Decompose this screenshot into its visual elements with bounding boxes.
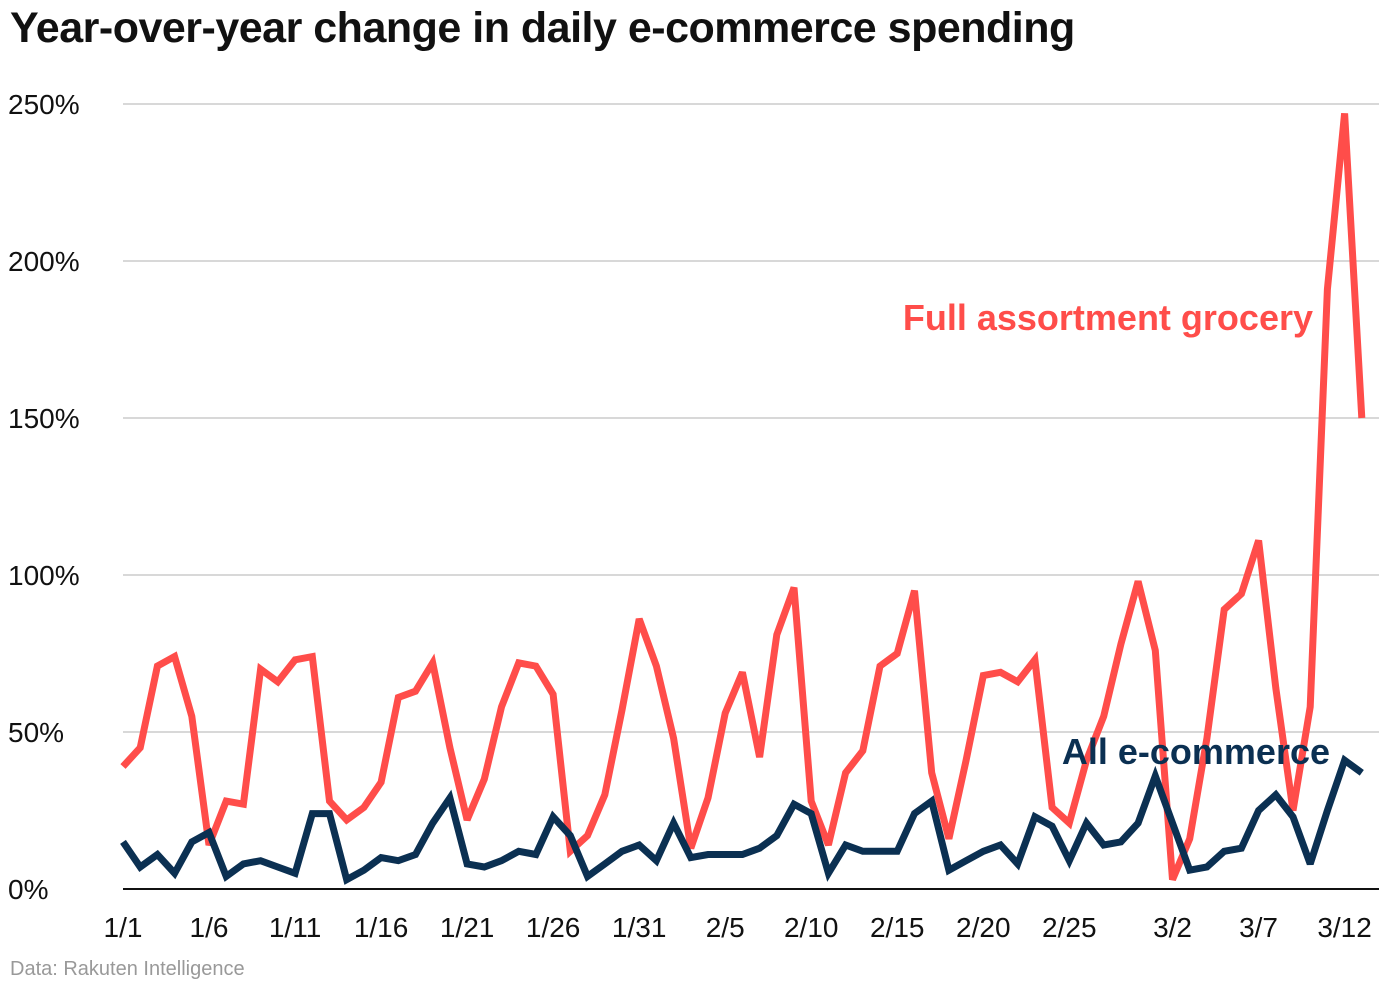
y-tick-label: 150%	[8, 403, 80, 434]
x-tick-label: 2/15	[870, 912, 925, 943]
x-tick-label: 1/6	[190, 912, 229, 943]
gridlines	[123, 103, 1379, 733]
x-tick-label: 1/21	[440, 912, 495, 943]
x-tick-label: 1/31	[612, 912, 667, 943]
y-axis-labels: 0% 50% 100% 150% 200% 250%	[8, 89, 80, 905]
x-tick-label: 1/16	[354, 912, 409, 943]
y-tick-label: 0%	[8, 874, 48, 905]
x-axis-labels: 1/1 1/6 1/11 1/16 1/21 1/26 1/31 2/5 2/10 2/15 2/2…	[104, 912, 1372, 943]
series-line-0	[120, 113, 1366, 881]
series-label-0: Full assortment grocery	[903, 297, 1313, 338]
x-tick-label: 1/11	[269, 912, 321, 943]
y-tick-label: 50%	[8, 717, 64, 748]
series-labels: Full assortment grocery All e-commerce	[903, 297, 1330, 772]
series-label-1: All e-commerce	[1062, 731, 1330, 772]
x-tick-label: 1/1	[104, 912, 143, 943]
y-tick-label: 250%	[8, 89, 80, 120]
y-tick-label: 100%	[8, 560, 80, 591]
series-lines	[120, 113, 1366, 885]
chart-title: Year-over-year change in daily e-commerc…	[10, 4, 1075, 52]
series-line-1	[120, 754, 1364, 885]
y-tick-label: 200%	[8, 246, 80, 277]
x-tick-label: 3/7	[1239, 912, 1278, 943]
x-tick-label: 1/26	[526, 912, 581, 943]
x-tick-label: 2/5	[706, 912, 745, 943]
x-tick-label: 2/20	[956, 912, 1011, 943]
x-tick-label: 3/2	[1153, 912, 1192, 943]
x-tick-label: 2/10	[784, 912, 839, 943]
source-note: Data: Rakuten Intelligence	[10, 958, 245, 980]
x-tick-label: 3/12	[1317, 912, 1372, 943]
x-tick-label: 2/25	[1042, 912, 1097, 943]
